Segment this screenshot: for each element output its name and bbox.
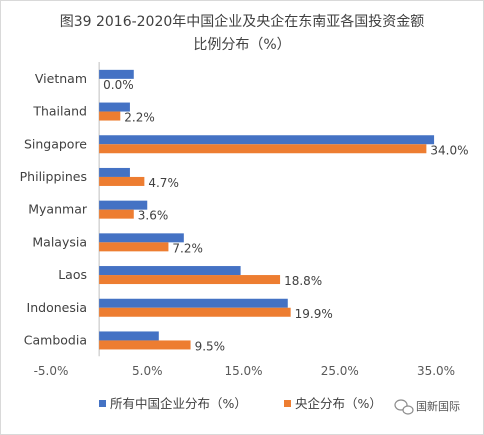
- chart-title-line1: 图39 2016-2020年中国企业及央企在东南亚各国投资金额: [60, 13, 425, 30]
- x-tick-label: 35.0%: [417, 364, 455, 378]
- bar-soe-laos: [99, 275, 281, 285]
- category-label-laos: Laos: [58, 267, 87, 282]
- bar-soe-thailand: [99, 111, 121, 121]
- category-label-cambodia: Cambodia: [24, 332, 87, 347]
- x-tick-label: -5.0%: [34, 364, 69, 378]
- data-label-soe-thailand: 2.2%: [124, 111, 155, 125]
- bar-soe-singapore: [99, 144, 427, 154]
- x-tick-labels: -5.0% 5.0% 15.0% 25.0% 35.0%: [34, 364, 455, 378]
- category-label-myanmar: Myanmar: [28, 202, 88, 217]
- bar-all-enterprises-myanmar: [99, 200, 148, 210]
- data-label-soe-malaysia: 7.2%: [172, 241, 203, 255]
- watermark: 国新国际: [394, 399, 460, 415]
- bars-group: [99, 69, 435, 350]
- bar-all-enterprises-indonesia: [99, 298, 288, 308]
- category-label-philippines: Philippines: [20, 169, 87, 184]
- data-label-soe-myanmar: 3.6%: [138, 209, 169, 223]
- data-label-soe-singapore: 34.0%: [430, 143, 468, 157]
- legend: 所有中国企业分布（%） 央企分布（%）: [99, 396, 382, 411]
- bar-all-enterprises-vietnam: [99, 69, 134, 79]
- bar-all-enterprises-philippines: [99, 167, 130, 177]
- bar-all-enterprises-laos: [99, 266, 241, 276]
- bar-soe-philippines: [99, 176, 145, 186]
- bar-all-enterprises-singapore: [99, 135, 435, 145]
- category-label-indonesia: Indonesia: [27, 300, 87, 315]
- data-label-soe-philippines: 4.7%: [148, 176, 179, 190]
- category-labels: Vietnam Thailand Singapore Philippines Myanm…: [20, 71, 88, 348]
- category-label-malaysia: Malaysia: [32, 234, 87, 249]
- x-tick-label: 5.0%: [132, 364, 163, 378]
- wechat-icon: [394, 399, 414, 415]
- bar-soe-indonesia: [99, 307, 291, 317]
- watermark-text: 国新国际: [416, 399, 460, 413]
- x-tick-label: 25.0%: [321, 364, 359, 378]
- data-label-soe-laos: 18.8%: [284, 274, 322, 288]
- category-label-singapore: Singapore: [24, 136, 87, 151]
- bar-soe-malaysia: [99, 242, 169, 252]
- data-label-soe-vietnam: 0.0%: [103, 78, 134, 92]
- legend-label-all-enterprises: 所有中国企业分布（%）: [110, 396, 247, 411]
- bar-soe-cambodia: [99, 340, 191, 350]
- data-label-soe-cambodia: 9.5%: [195, 339, 226, 353]
- legend-swatch-soe: [284, 400, 291, 407]
- data-labels: 0.0% 2.2% 34.0% 4.7% 3.6% 7.2% 18.8% 19.9% 9.5%: [103, 78, 468, 354]
- bar-all-enterprises-malaysia: [99, 233, 184, 243]
- data-label-soe-indonesia: 19.9%: [295, 307, 333, 321]
- bar-soe-myanmar: [99, 209, 134, 219]
- bar-all-enterprises-cambodia: [99, 331, 159, 341]
- category-label-vietnam: Vietnam: [35, 71, 87, 86]
- category-label-thailand: Thailand: [32, 104, 87, 119]
- chart-title-line2: 比例分布（%）: [193, 37, 290, 53]
- legend-label-soe: 央企分布（%）: [295, 396, 382, 411]
- x-tick-label: 15.0%: [224, 364, 262, 378]
- bar-all-enterprises-thailand: [99, 102, 130, 112]
- legend-swatch-all-enterprises: [99, 400, 106, 407]
